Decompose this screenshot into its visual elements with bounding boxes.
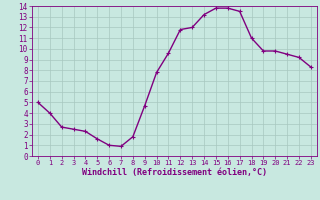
X-axis label: Windchill (Refroidissement éolien,°C): Windchill (Refroidissement éolien,°C): [82, 168, 267, 177]
